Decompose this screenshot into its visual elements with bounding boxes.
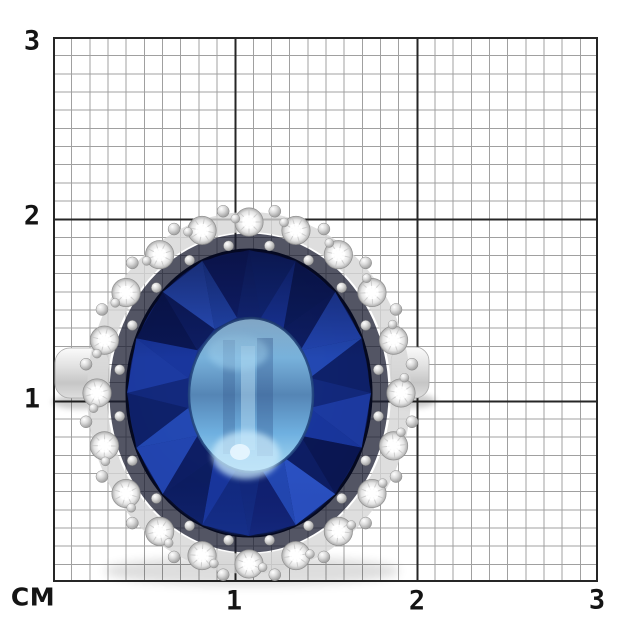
x-axis-tick-3: 3: [588, 584, 606, 616]
y-axis-tick-2: 2: [23, 200, 41, 232]
y-axis-tick-3: 3: [23, 25, 41, 57]
y-axis-tick-1: 1: [23, 383, 41, 415]
x-axis-tick-2: 2: [408, 585, 426, 617]
x-axis-tick-1: 1: [225, 585, 243, 617]
cm-unit-label: СМ: [10, 582, 56, 612]
